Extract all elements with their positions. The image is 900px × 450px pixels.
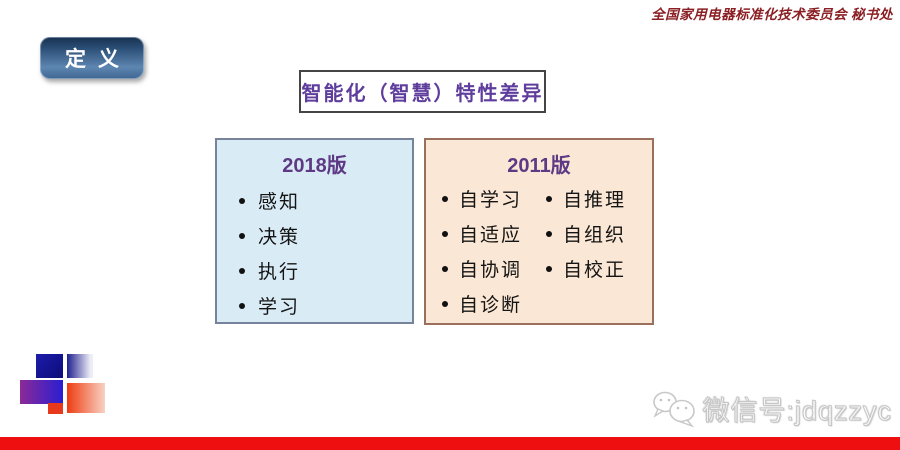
deco-divider-line bbox=[63, 351, 67, 415]
deco-square-purple bbox=[20, 380, 63, 404]
list-item: 自校正 bbox=[530, 251, 626, 286]
list-item: 学习 bbox=[217, 288, 412, 323]
bullet-icon bbox=[546, 230, 552, 237]
deco-square-blue-fade bbox=[67, 354, 93, 378]
list-item-label: 感知 bbox=[258, 192, 301, 213]
bullet-icon bbox=[442, 230, 448, 237]
bullet-icon bbox=[239, 267, 245, 274]
slide-title-box: 智能化（智慧）特性差异 bbox=[299, 70, 546, 113]
box-2018: 2018版 感知 决策 执行 学习 bbox=[215, 138, 414, 324]
bullet-icon bbox=[239, 197, 245, 204]
definition-badge: 定义 bbox=[40, 37, 144, 79]
wechat-icon bbox=[653, 391, 696, 428]
box-2011-header: 2011版 bbox=[507, 154, 571, 177]
list-item-label: 自适应 bbox=[459, 225, 523, 246]
bottom-red-bar bbox=[0, 437, 900, 450]
bullet-icon bbox=[442, 195, 448, 202]
box-2018-header: 2018版 bbox=[282, 154, 347, 177]
list-item: 自组织 bbox=[530, 216, 626, 251]
list-item: 自诊断 bbox=[426, 286, 522, 321]
bullet-icon bbox=[239, 232, 245, 239]
slide-title: 智能化（智慧）特性差异 bbox=[301, 83, 544, 105]
deco-square-red-small bbox=[48, 403, 65, 414]
bullet-icon bbox=[239, 302, 245, 309]
bullet-icon bbox=[442, 265, 448, 272]
list-item-label: 决策 bbox=[258, 227, 301, 248]
box-2011-col1: 自学习 自适应 自协调 自诊断 bbox=[426, 181, 522, 321]
watermark-text: 微信号:jdqzzyc bbox=[702, 395, 892, 426]
list-item: 自适应 bbox=[426, 216, 522, 251]
list-item-label: 自推理 bbox=[563, 190, 627, 211]
list-item: 自协调 bbox=[426, 251, 522, 286]
list-item-label: 自诊断 bbox=[459, 295, 523, 316]
list-item-label: 自组织 bbox=[563, 225, 627, 246]
list-item-label: 自协调 bbox=[459, 260, 523, 281]
list-item: 自推理 bbox=[530, 181, 626, 216]
box-2018-items: 感知 决策 执行 学习 bbox=[217, 183, 412, 323]
list-item-label: 自学习 bbox=[459, 190, 523, 211]
deco-square-red bbox=[67, 383, 105, 413]
deco-square-blue bbox=[36, 354, 65, 378]
list-item: 自学习 bbox=[426, 181, 522, 216]
watermark: 微信号:jdqzzyc bbox=[651, 388, 892, 428]
list-item: 决策 bbox=[217, 218, 412, 253]
org-header-text: 全国家用电器标准化技术委员会 秘书处 bbox=[651, 7, 893, 22]
list-item: 执行 bbox=[217, 253, 412, 288]
bullet-icon bbox=[546, 265, 552, 272]
list-item-label: 学习 bbox=[258, 297, 301, 318]
bullet-icon bbox=[546, 195, 552, 202]
box-2011: 2011版 自学习 自适应 自协调 自诊断 bbox=[424, 138, 654, 325]
list-item-label: 执行 bbox=[258, 262, 301, 283]
definition-badge-label: 定义 bbox=[65, 47, 131, 71]
bullet-icon bbox=[442, 300, 448, 307]
list-item-label: 自校正 bbox=[563, 260, 627, 281]
list-item: 感知 bbox=[217, 183, 412, 218]
box-2011-col2: 自推理 自组织 自校正 bbox=[530, 181, 626, 286]
